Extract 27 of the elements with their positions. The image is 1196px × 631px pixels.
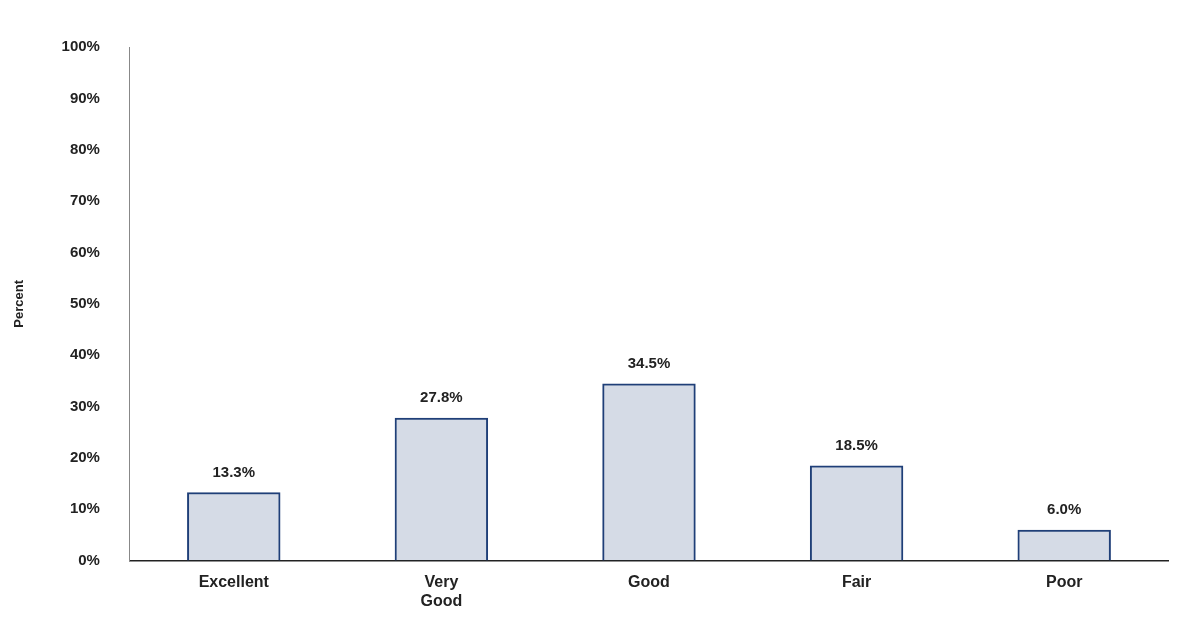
y-tick-label: 60%: [69, 242, 100, 260]
data-label: 18.5%: [835, 436, 878, 454]
y-tick-label: 20%: [69, 448, 100, 466]
x-tick-label: Poor: [1045, 572, 1083, 590]
data-label: 6.0%: [1047, 500, 1082, 518]
y-axis-title: Percent: [11, 279, 27, 328]
y-tick-label: 80%: [69, 139, 100, 157]
y-tick-label: 0%: [78, 550, 100, 568]
bar: [809, 465, 904, 561]
y-tick-label: 40%: [69, 345, 100, 363]
bar: [1017, 529, 1111, 561]
y-tick-label: 10%: [69, 499, 100, 517]
bar: [602, 383, 696, 561]
data-label: 13.3%: [212, 462, 256, 480]
x-tick-label: Excellent: [198, 572, 270, 590]
y-tick-label: 90%: [69, 88, 100, 106]
data-label: 27.8%: [420, 388, 463, 406]
data-label: 34.5%: [627, 354, 671, 372]
bar: [394, 417, 489, 561]
x-tick-label: Fair: [841, 572, 872, 590]
y-tick-label: 30%: [69, 396, 100, 414]
x-tick-label: Good: [628, 572, 670, 590]
y-tick-label: 50%: [69, 293, 100, 311]
bar: [187, 492, 281, 561]
x-tick-label: Very Good: [420, 572, 463, 609]
y-tick-label: 70%: [69, 191, 100, 209]
y-tick-label: 100%: [61, 37, 100, 55]
